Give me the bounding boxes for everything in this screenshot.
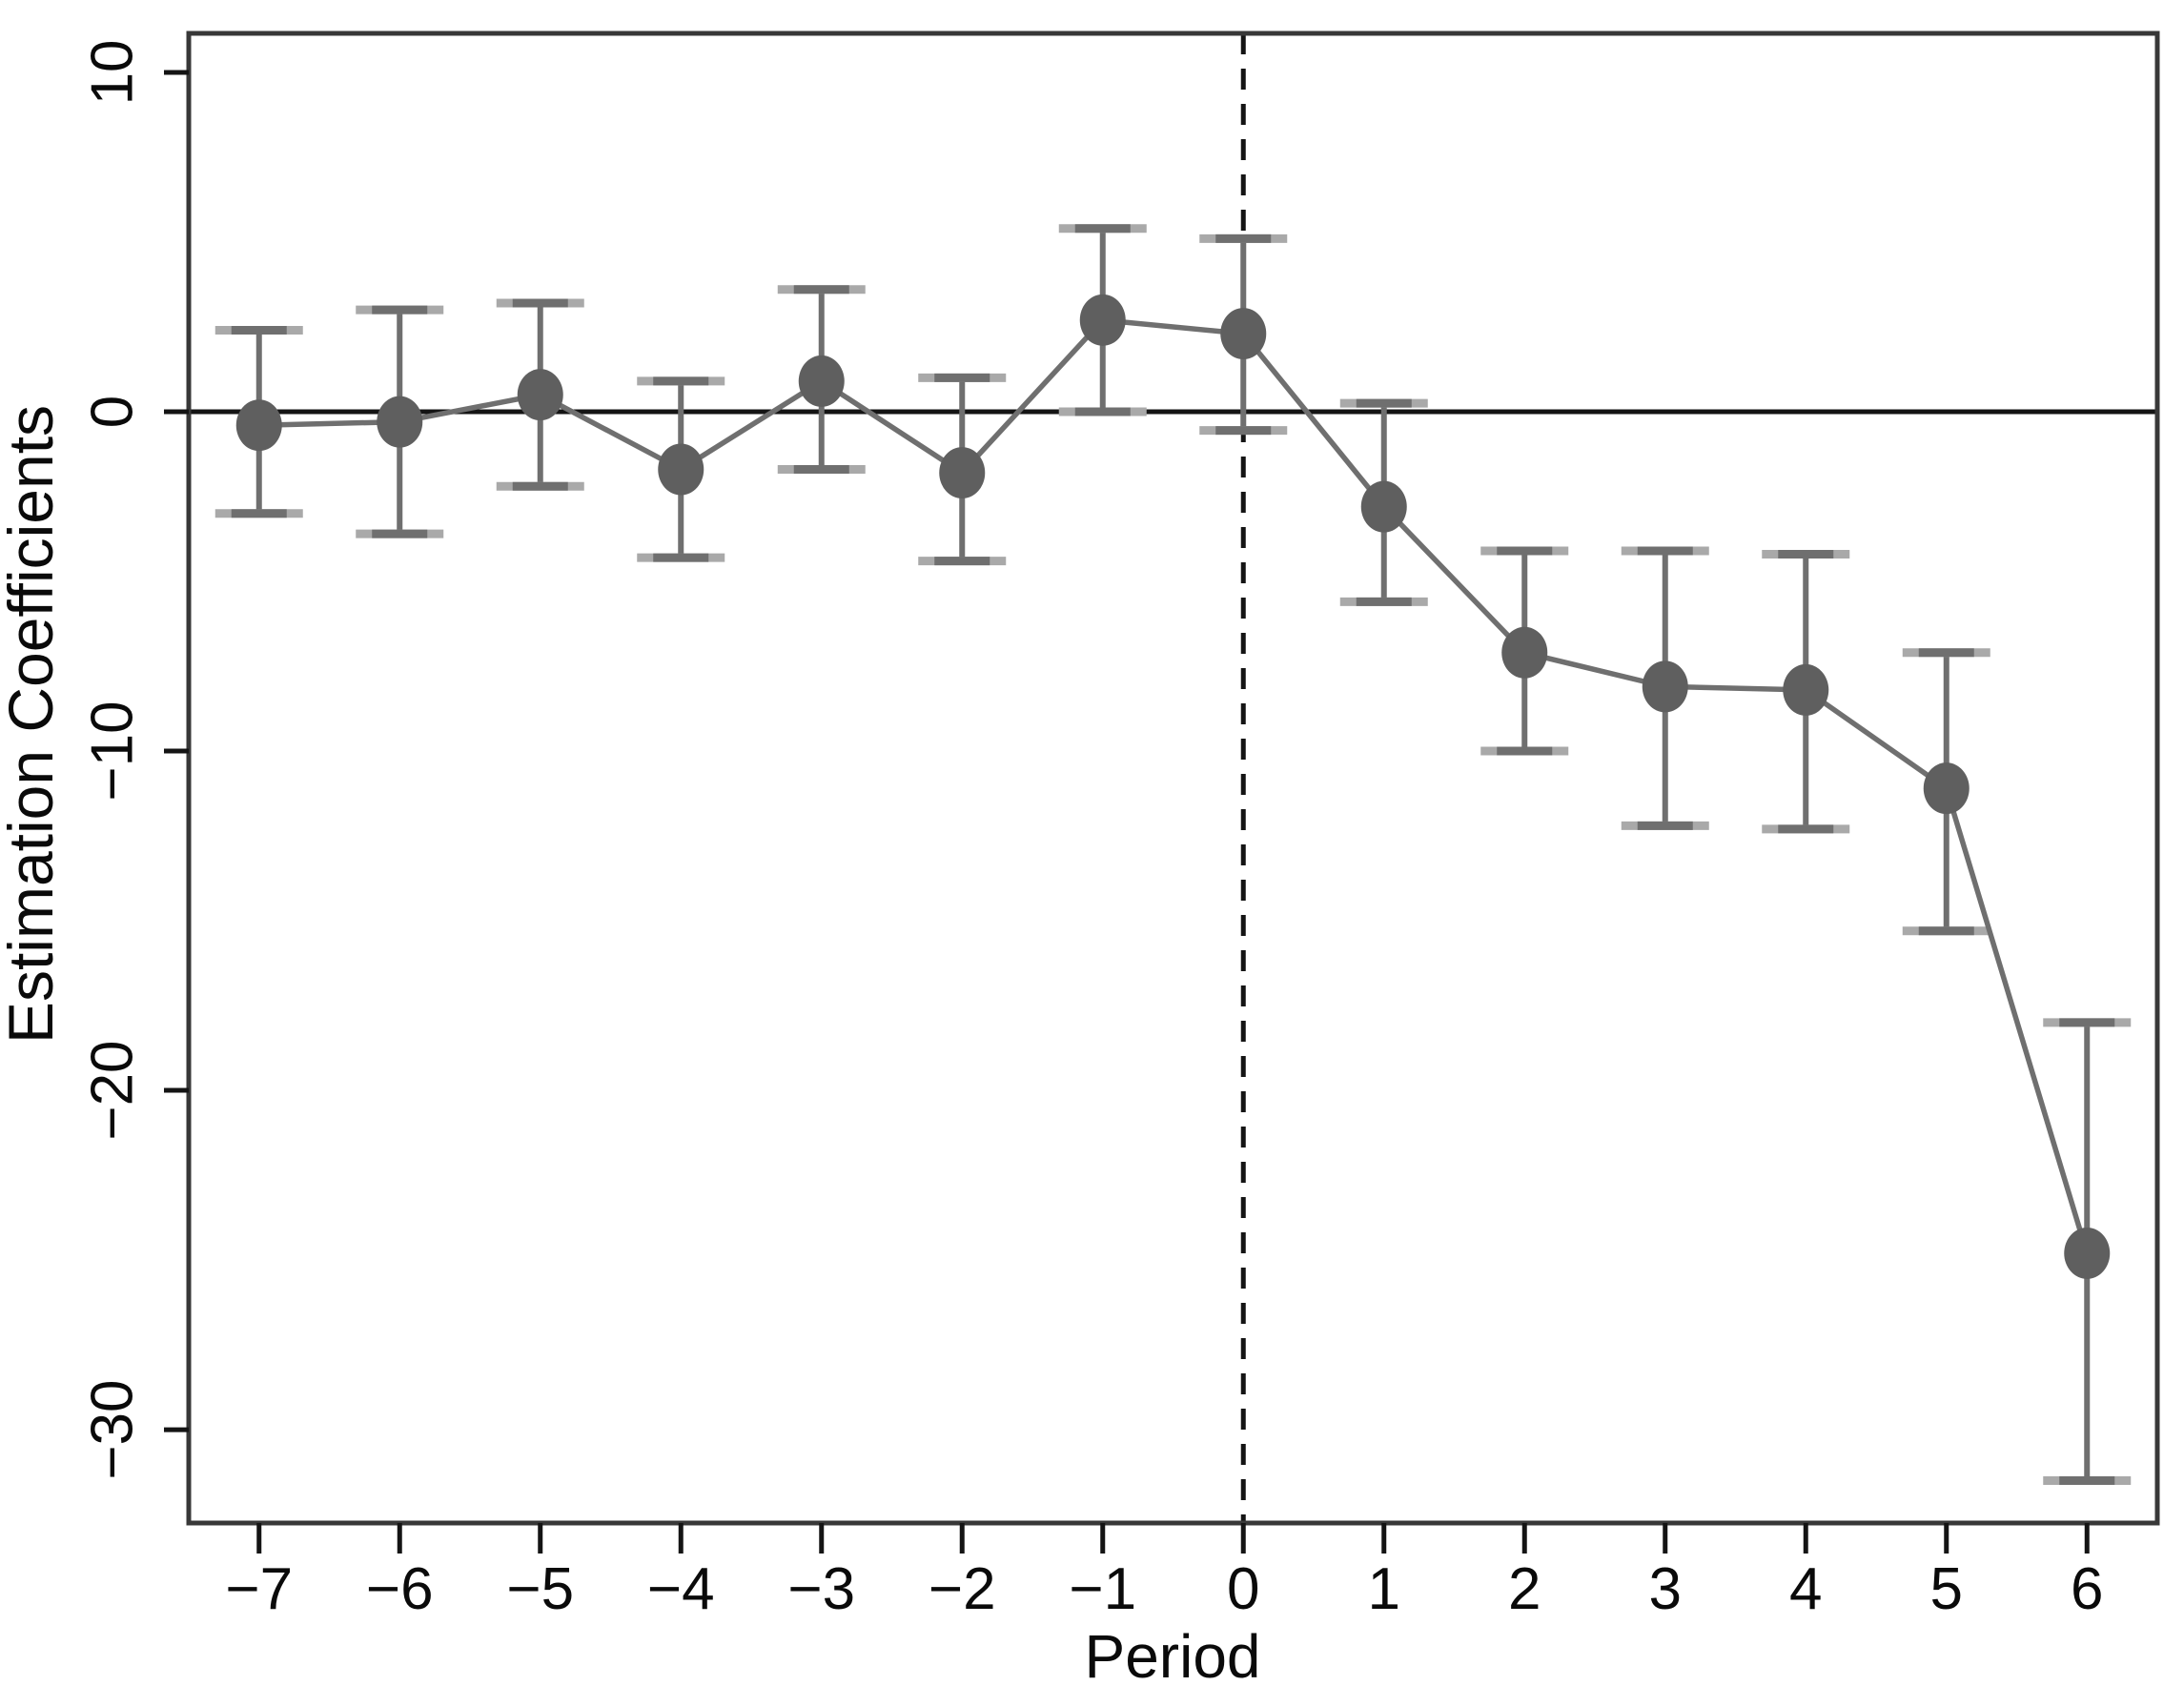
y-tick-label: 0 [79,396,145,428]
data-point [658,443,704,496]
x-tick-label: 0 [1227,1556,1259,1622]
y-axis-title: Estimation Coefficients [0,405,66,1044]
x-tick-label: 6 [2071,1556,2103,1622]
data-point [1923,762,1970,815]
y-tick-label: −20 [79,1040,145,1140]
y-tick-label: −30 [79,1380,145,1480]
x-tick-label: −1 [1069,1556,1136,1622]
plot-border [186,30,2160,1526]
x-tick-label: −2 [929,1556,996,1622]
data-point [1501,626,1548,679]
y-tick-label: 10 [79,39,145,105]
series-line [258,317,2090,1254]
x-tick-label: 3 [1649,1556,1682,1622]
x-tick-label: −7 [225,1556,293,1622]
data-point [517,369,563,421]
data-point [1079,294,1126,346]
x-tick-label: −3 [787,1556,855,1622]
x-tick-label: 4 [1789,1556,1822,1622]
data-point [1220,308,1267,360]
x-axis-title: Period [1085,1622,1261,1691]
data-point [798,355,845,407]
x-tick-label: 5 [1930,1556,1963,1622]
x-tick-label: −6 [366,1556,434,1622]
data-point [1783,663,1829,716]
data-point [235,399,282,452]
x-tick-label: 2 [1508,1556,1541,1622]
x-tick-label: −5 [506,1556,574,1622]
data-point [939,447,986,499]
data-point [2064,1227,2111,1279]
data-point [1360,480,1407,533]
x-tick-label: 1 [1368,1556,1400,1622]
plot-layer: 100−10−20−30−7 −6 −5 −4 −3 −2 −1 0 1 2 3 4 5 6 [79,30,2160,1622]
y-tick-label: −10 [79,701,145,801]
data-point [1642,660,1688,713]
data-point [377,396,423,448]
x-tick-label: −4 [647,1556,715,1622]
